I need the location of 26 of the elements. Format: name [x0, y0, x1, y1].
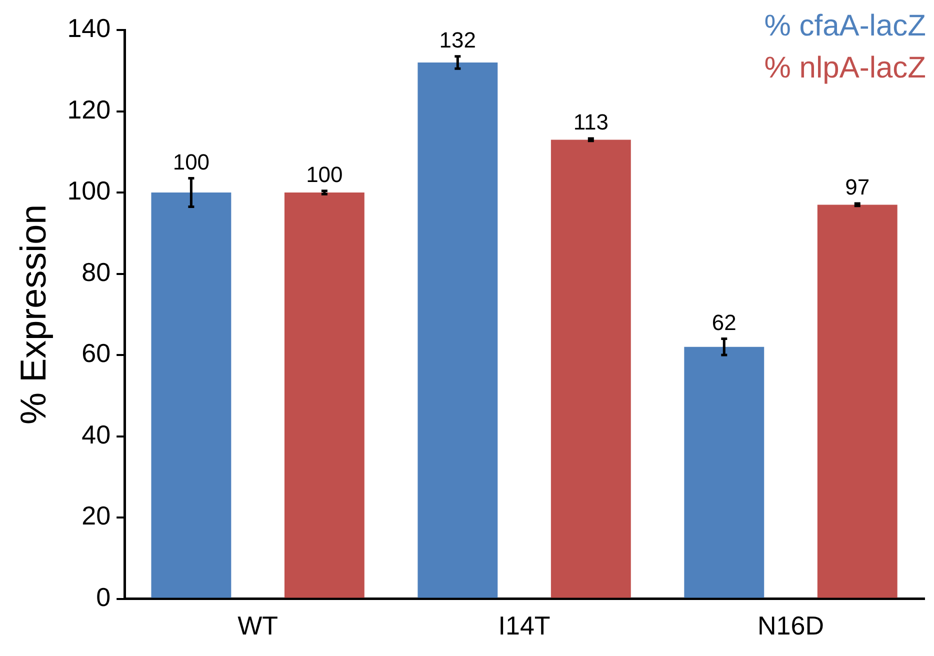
- text: % nlpA-lacZ: [764, 51, 926, 84]
- data-label: 62: [712, 310, 736, 335]
- data-label: 100: [172, 149, 210, 174]
- bar: [550, 140, 631, 598]
- y-tick-label: 0: [96, 582, 111, 612]
- data-label: 132: [439, 27, 476, 52]
- text: % cfaA-lacZ: [764, 9, 926, 42]
- bar: [418, 62, 498, 598]
- x-tick-label: N16D: [758, 610, 824, 641]
- bar: [817, 204, 898, 598]
- data-label: 97: [845, 174, 870, 200]
- y-tick-label: 40: [82, 419, 111, 450]
- y-tick-label: 60: [82, 338, 111, 368]
- y-tick-label: 80: [82, 256, 111, 287]
- data-label: 100: [306, 162, 343, 187]
- y-tick-label: 120: [67, 94, 111, 124]
- y-tick-label: 140: [67, 13, 111, 44]
- x-tick-label: WT: [238, 610, 278, 641]
- data-label: 113: [573, 110, 608, 135]
- y-tick-label: 20: [82, 500, 111, 531]
- x-tick-label: I14T: [498, 610, 550, 641]
- bar: [284, 192, 364, 598]
- y-axis-title: % Expression: [12, 204, 54, 424]
- bar: [684, 346, 764, 598]
- y-tick-label: 100: [67, 176, 111, 206]
- bar: [151, 192, 232, 598]
